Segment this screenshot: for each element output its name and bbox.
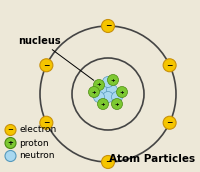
Text: +: + xyxy=(8,140,13,146)
Circle shape xyxy=(112,92,122,103)
Circle shape xyxy=(102,77,114,88)
Circle shape xyxy=(40,116,53,129)
Circle shape xyxy=(98,84,110,95)
Circle shape xyxy=(108,74,118,85)
Text: +: + xyxy=(115,101,119,106)
Circle shape xyxy=(102,19,114,33)
Text: +: + xyxy=(111,78,115,83)
Circle shape xyxy=(163,59,176,72)
Text: −: − xyxy=(166,118,173,127)
Text: −: − xyxy=(105,158,111,166)
Text: +: + xyxy=(92,89,96,94)
Circle shape xyxy=(40,59,53,72)
Text: nucleus: nucleus xyxy=(18,36,61,46)
Text: +: + xyxy=(97,83,101,88)
Text: −: − xyxy=(166,61,173,70)
Circle shape xyxy=(112,99,122,110)
Text: −: − xyxy=(8,127,13,133)
Circle shape xyxy=(101,155,114,169)
Text: −: − xyxy=(43,118,50,127)
Text: −: − xyxy=(105,22,111,30)
Circle shape xyxy=(163,116,176,129)
Circle shape xyxy=(5,137,16,148)
Text: electron: electron xyxy=(19,126,56,135)
Circle shape xyxy=(94,79,104,90)
Text: +: + xyxy=(120,89,124,94)
Text: −: − xyxy=(43,61,50,70)
Circle shape xyxy=(102,92,114,103)
Circle shape xyxy=(116,87,128,98)
Circle shape xyxy=(88,87,100,98)
Text: +: + xyxy=(101,101,105,106)
Text: Atom Particles: Atom Particles xyxy=(109,154,195,164)
Circle shape xyxy=(5,150,16,162)
Circle shape xyxy=(106,84,118,95)
Circle shape xyxy=(94,92,104,103)
Text: proton: proton xyxy=(19,138,49,148)
Text: neutron: neutron xyxy=(19,152,54,160)
Circle shape xyxy=(5,125,16,136)
Circle shape xyxy=(98,99,108,110)
